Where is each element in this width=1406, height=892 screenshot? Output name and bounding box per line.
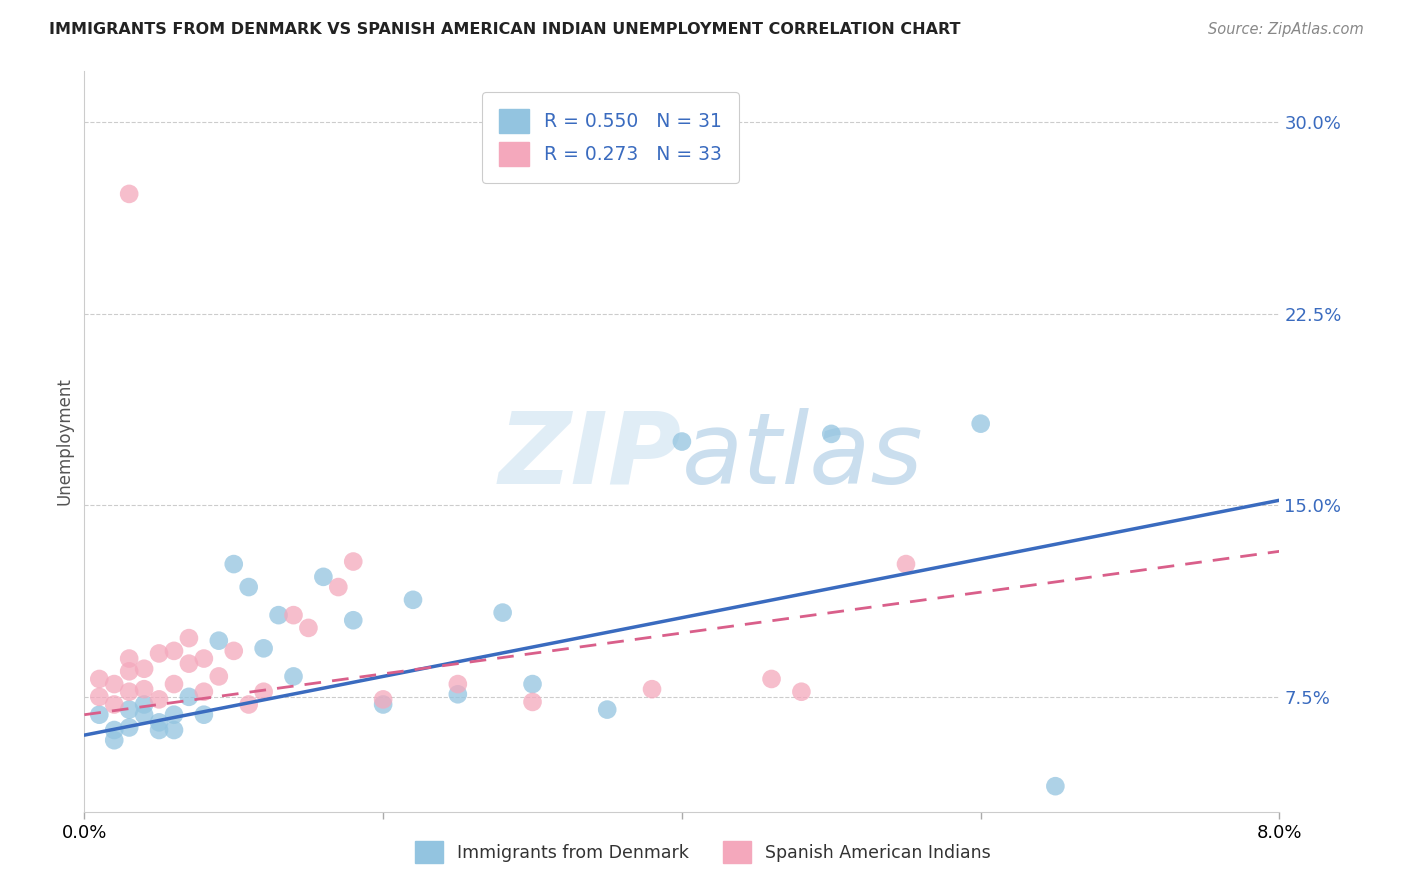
Legend: Immigrants from Denmark, Spanish American Indians: Immigrants from Denmark, Spanish America…: [408, 834, 998, 870]
Point: [193, 684, 215, 698]
Point: [238, 698, 260, 712]
Point: [373, 698, 395, 712]
Legend: R = 0.550   N = 31, R = 0.273   N = 33: R = 0.550 N = 31, R = 0.273 N = 33: [482, 92, 738, 183]
Point: [118, 684, 141, 698]
Point: [163, 644, 186, 658]
Point: [193, 651, 215, 665]
Point: [177, 631, 200, 645]
Point: [1045, 779, 1067, 793]
Text: IMMIGRANTS FROM DENMARK VS SPANISH AMERICAN INDIAN UNEMPLOYMENT CORRELATION CHAR: IMMIGRANTS FROM DENMARK VS SPANISH AMERI…: [49, 22, 960, 37]
Point: [118, 703, 141, 717]
Point: [283, 608, 305, 623]
Point: [148, 715, 170, 730]
Point: [283, 669, 305, 683]
Point: [820, 426, 842, 441]
Point: [118, 651, 141, 665]
Point: [402, 592, 425, 607]
Point: [89, 672, 111, 686]
Point: [103, 733, 125, 747]
Point: [970, 417, 993, 431]
Point: [238, 580, 260, 594]
Point: [148, 723, 170, 737]
Point: [118, 665, 141, 679]
Point: [148, 647, 170, 661]
Text: atlas: atlas: [682, 408, 924, 505]
Text: ZIP: ZIP: [499, 408, 682, 505]
Point: [132, 682, 156, 697]
Point: [596, 703, 619, 717]
Point: [447, 687, 470, 701]
Point: [447, 677, 470, 691]
Point: [761, 672, 783, 686]
Point: [790, 684, 813, 698]
Point: [118, 186, 141, 201]
Point: [522, 677, 544, 691]
Point: [177, 690, 200, 704]
Point: [253, 684, 276, 698]
Point: [163, 723, 186, 737]
Point: [193, 707, 215, 722]
Point: [89, 690, 111, 704]
Point: [163, 677, 186, 691]
Point: [671, 434, 693, 449]
Point: [253, 641, 276, 656]
Point: [208, 633, 231, 648]
Point: [163, 707, 186, 722]
Point: [103, 723, 125, 737]
Text: Source: ZipAtlas.com: Source: ZipAtlas.com: [1208, 22, 1364, 37]
Point: [492, 606, 515, 620]
Point: [222, 644, 245, 658]
Point: [208, 669, 231, 683]
Point: [267, 608, 290, 623]
Point: [641, 682, 664, 697]
Point: [89, 707, 111, 722]
Point: [342, 613, 364, 627]
Point: [177, 657, 200, 671]
Point: [328, 580, 350, 594]
Point: [132, 698, 156, 712]
Point: [312, 570, 335, 584]
Point: [132, 662, 156, 676]
Point: [103, 677, 125, 691]
Point: [373, 692, 395, 706]
Point: [297, 621, 319, 635]
Point: [148, 692, 170, 706]
Point: [894, 557, 917, 571]
Point: [522, 695, 544, 709]
Y-axis label: Unemployment: Unemployment: [55, 377, 73, 506]
Point: [118, 721, 141, 735]
Point: [342, 555, 364, 569]
Point: [132, 707, 156, 722]
Point: [103, 698, 125, 712]
Point: [222, 557, 245, 571]
